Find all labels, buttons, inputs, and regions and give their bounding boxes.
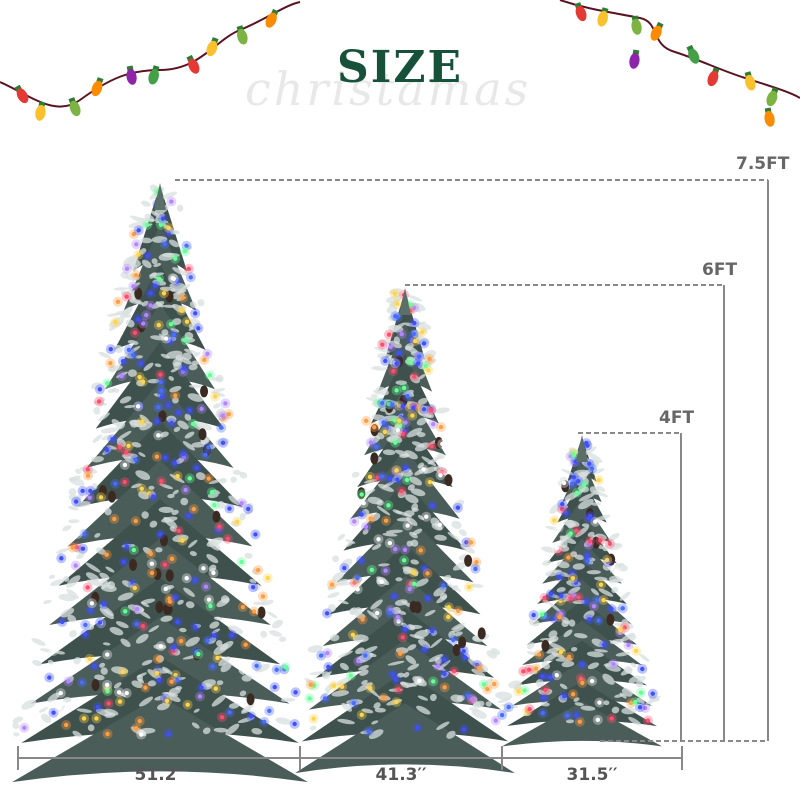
medium-tree-image [295, 288, 515, 774]
large-tree-image [12, 183, 308, 783]
width-label-small: 31.5′′ [566, 765, 618, 785]
width-label-large: 51.2′′ [134, 765, 186, 785]
height-label-small: 4FT [659, 408, 695, 428]
page-title: SIZE [336, 42, 463, 93]
width-label-medium: 41.3′′ [375, 765, 427, 785]
height-label-large: 7.5FT [736, 154, 790, 174]
small-tree-image [501, 435, 662, 747]
height-label-medium: 6FT [702, 260, 738, 280]
